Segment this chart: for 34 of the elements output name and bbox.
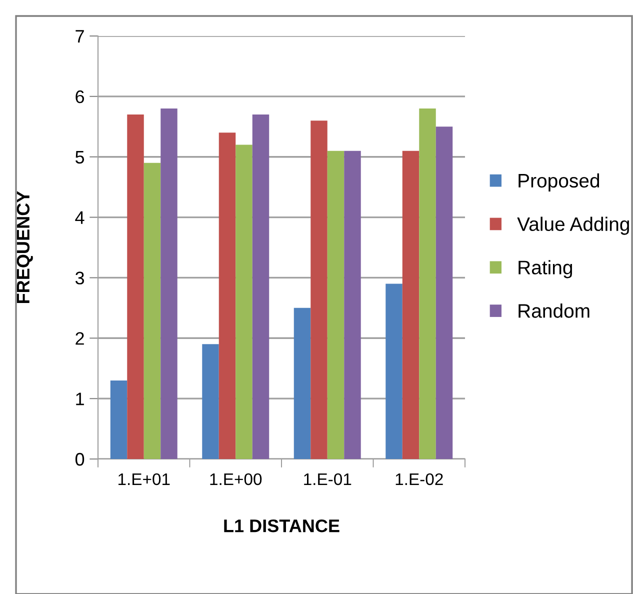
y-tick-label: 2 [76, 332, 84, 345]
y-tick-label: 3 [75, 272, 84, 284]
bar [294, 308, 311, 459]
y-tick-label: 6 [76, 90, 84, 104]
bar [110, 380, 128, 459]
bar [310, 120, 328, 459]
y-axis-title: FREQUENCY [16, 191, 33, 303]
y-tick-label: 0 [75, 452, 84, 466]
legend-label: Proposed [518, 173, 600, 192]
bar [252, 114, 270, 459]
x-axis-title: L1 DISTANCE [224, 519, 340, 532]
y-tick-label: 4 [75, 211, 84, 224]
legend-label: Random [518, 304, 590, 318]
y-tick-label: 7 [76, 30, 84, 43]
legend-label: Value Adding [517, 216, 629, 235]
y-tick-label: 5 [75, 150, 84, 164]
bar [160, 108, 178, 459]
bar [386, 284, 402, 459]
bar [344, 150, 361, 459]
bar [236, 144, 252, 459]
bar [402, 150, 420, 459]
bar [419, 108, 436, 459]
bar [218, 132, 236, 459]
y-tick-label: 1 [76, 392, 84, 406]
bar [127, 114, 144, 459]
bar [202, 344, 219, 459]
bar [436, 126, 453, 459]
bar [327, 150, 344, 459]
x-tick-label: 1.E-02 [396, 473, 443, 486]
x-tick-label: 1.E+01 [118, 473, 170, 486]
legend-label: Rating [518, 260, 572, 278]
x-tick-label: 1.E-01 [304, 473, 352, 486]
x-tick-label: 1.E+00 [210, 473, 262, 486]
bar [144, 162, 161, 459]
